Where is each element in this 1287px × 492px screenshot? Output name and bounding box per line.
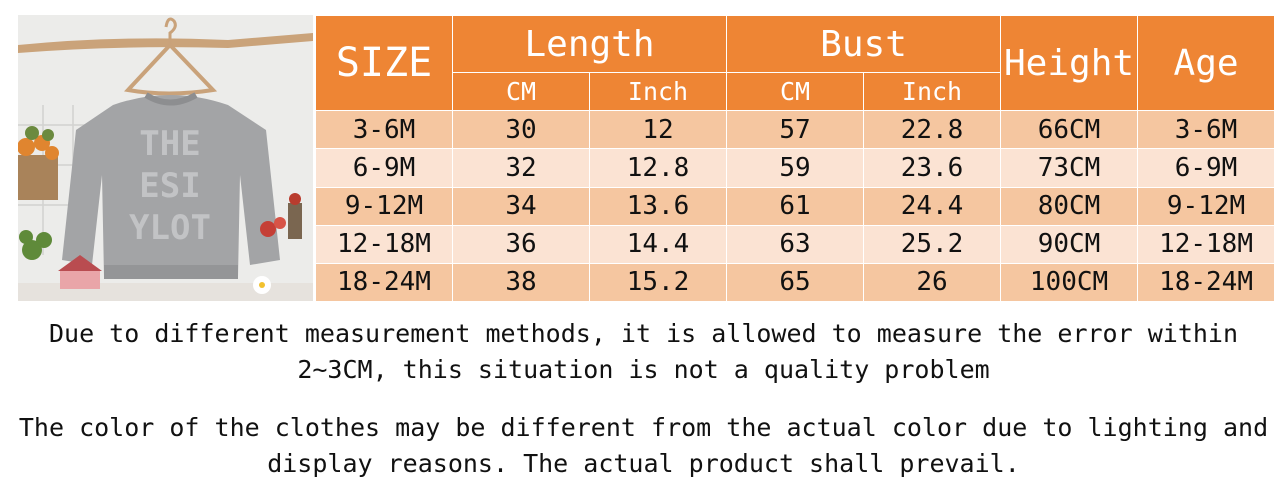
cell-height: 90CM (1000, 224, 1139, 264)
cell-height: 80CM (1000, 186, 1139, 226)
measurement-note: Due to different measurement methods, it… (48, 319, 1239, 384)
header-bust: Bust (726, 14, 1002, 74)
header-length-cm: CM (452, 72, 590, 112)
svg-text:THE: THE (139, 124, 200, 164)
cell-bust-inch: 26 (863, 262, 1002, 303)
table-row: 6-9M 32 12.8 59 23.6 73CM 6-9M (315, 148, 1276, 188)
cell-bust-cm: 63 (726, 224, 865, 264)
cell-bust-cm: 59 (726, 148, 865, 188)
table-row: 12-18M 36 14.4 63 25.2 90CM 12-18M (315, 224, 1276, 264)
table-row: 18-24M 38 15.2 65 26 100CM 18-24M (315, 262, 1276, 303)
cell-age: 12-18M (1137, 224, 1276, 264)
cell-height: 100CM (1000, 262, 1139, 303)
cell-length-inch: 14.4 (588, 224, 728, 264)
cell-size: 12-18M (315, 224, 453, 264)
color-note: The color of the clothes may be differen… (18, 413, 1269, 478)
header-bust-cm: CM (726, 72, 865, 112)
cell-length-cm: 34 (452, 186, 590, 226)
cell-bust-cm: 65 (726, 262, 865, 303)
cell-length-cm: 30 (452, 110, 590, 150)
cell-length-inch: 12 (588, 110, 728, 150)
cell-length-inch: 15.2 (588, 262, 728, 303)
cell-length-cm: 38 (452, 262, 590, 303)
header-age: Age (1137, 14, 1276, 112)
svg-text:ESI: ESI (139, 166, 200, 206)
cell-size: 6-9M (315, 148, 453, 188)
header-bust-inch: Inch (863, 72, 1002, 112)
cell-bust-cm: 61 (726, 186, 865, 226)
table-row: 3-6M 30 12 57 22.8 66CM 3-6M (315, 110, 1276, 150)
cell-bust-inch: 24.4 (863, 186, 1002, 226)
cell-bust-cm: 57 (726, 110, 865, 150)
cell-age: 9-12M (1137, 186, 1276, 226)
size-chart-table: SIZE Length Bust Height Age CM Inch CM I… (315, 14, 1276, 303)
cell-height: 66CM (1000, 110, 1139, 150)
cell-bust-inch: 25.2 (863, 224, 1002, 264)
cell-age: 6-9M (1137, 148, 1276, 188)
cell-size: 3-6M (315, 110, 453, 150)
cell-length-cm: 32 (452, 148, 590, 188)
header-height: Height (1000, 14, 1139, 112)
cell-length-cm: 36 (452, 224, 590, 264)
product-photo: THE ESI YLOT (18, 15, 313, 301)
header-length: Length (451, 14, 728, 74)
svg-text:YLOT: YLOT (129, 208, 211, 248)
table-row: 9-12M 34 13.6 61 24.4 80CM 9-12M (315, 186, 1276, 226)
cell-bust-inch: 23.6 (863, 148, 1002, 188)
cell-length-inch: 12.8 (588, 148, 728, 188)
cell-bust-inch: 22.8 (863, 110, 1002, 150)
cell-size: 18-24M (315, 262, 453, 303)
cell-size: 9-12M (315, 186, 453, 226)
header-length-inch: Inch (588, 72, 728, 112)
cell-age: 3-6M (1137, 110, 1276, 150)
cell-height: 73CM (1000, 148, 1139, 188)
cell-length-inch: 13.6 (588, 186, 728, 226)
cell-age: 18-24M (1137, 262, 1276, 303)
header-size: SIZE (315, 14, 453, 112)
